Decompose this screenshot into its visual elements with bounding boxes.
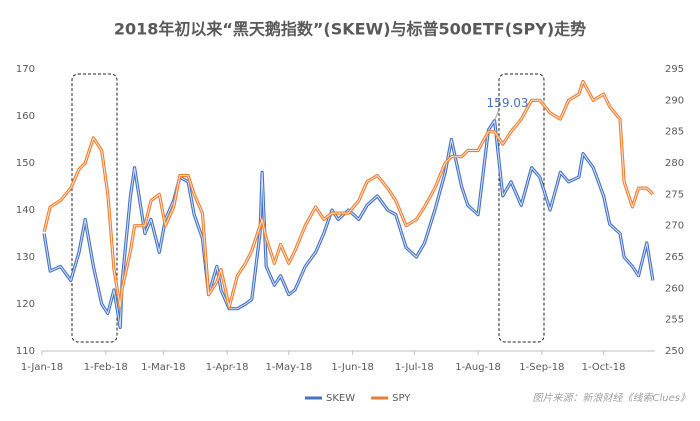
x-tick-label: 1-Jun-18 [331, 362, 374, 373]
series-line-inner [43, 81, 654, 308]
y2-tick-label: 265 [665, 252, 684, 263]
y2-tick-label: 260 [665, 283, 684, 294]
y-tick-label: 120 [16, 299, 35, 310]
legend-label: SPY [392, 393, 411, 404]
y-tick-label: 110 [16, 346, 35, 357]
y2-tick-label: 295 [665, 64, 684, 75]
y2-tick-label: 270 [665, 221, 684, 232]
x-tick-label: 1-Apr-18 [206, 362, 249, 373]
annotation-label: 159.03 [487, 96, 529, 110]
y-tick-label: 160 [16, 111, 35, 122]
y2-tick-label: 280 [665, 158, 684, 169]
y-tick-label: 130 [16, 252, 35, 263]
x-tick-label: 1-Jul-18 [395, 362, 434, 373]
annotation-leader [494, 110, 500, 121]
y-tick-label: 170 [16, 64, 35, 75]
x-tick-label: 1-Feb-18 [84, 362, 128, 373]
source-note: 图片来源：新浪财经《线索Clues》 [533, 392, 690, 404]
chart-title: 2018年初以来“黑天鹅指数”(SKEW)与标普500ETF(SPY)走势 [114, 20, 586, 39]
y2-tick-label: 285 [665, 127, 684, 138]
y-tick-label: 140 [16, 205, 35, 216]
x-tick-label: 1-Sep-18 [519, 362, 564, 373]
x-tick-label: 1-May-18 [265, 362, 312, 373]
highlight-box [498, 73, 545, 343]
x-tick-label: 1-Jan-18 [21, 362, 63, 373]
legend-label: SKEW [326, 393, 355, 404]
x-tick-label: 1-Aug-18 [455, 362, 501, 373]
y2-tick-label: 290 [665, 95, 684, 106]
y-tick-label: 150 [16, 158, 35, 169]
x-tick-label: 1-Oct-18 [582, 362, 626, 373]
x-tick-label: 1-Mar-18 [141, 362, 186, 373]
highlight-box [71, 73, 118, 343]
y2-tick-label: 250 [665, 346, 684, 357]
series-line-inner [43, 120, 654, 328]
y2-tick-label: 255 [665, 315, 684, 326]
y2-tick-label: 275 [665, 189, 684, 200]
